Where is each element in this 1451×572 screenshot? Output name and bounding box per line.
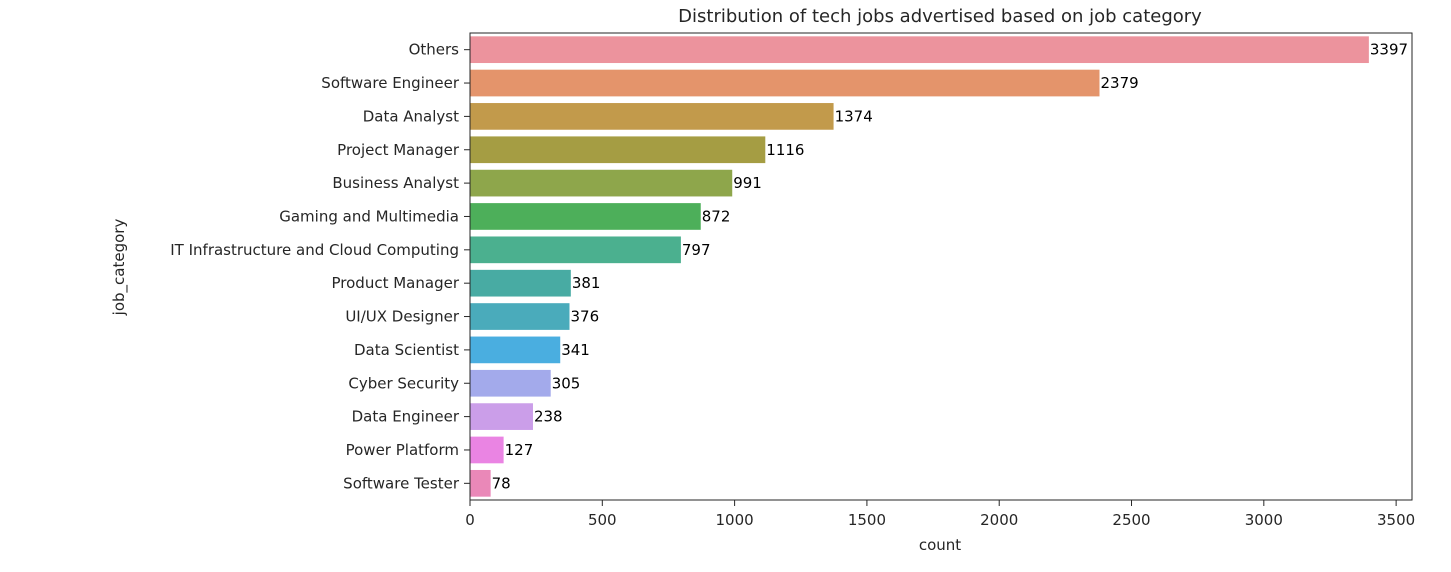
- y-tick-label: Business Analyst: [332, 174, 459, 192]
- y-axis-title: job_category: [110, 219, 129, 317]
- bar: [470, 269, 571, 297]
- bar-value-label: 381: [572, 274, 601, 292]
- bar: [470, 336, 561, 364]
- bar-value-label: 341: [561, 341, 590, 359]
- bar-value-label: 3397: [1370, 41, 1408, 59]
- y-tick-label: Cyber Security: [348, 374, 459, 392]
- bar-value-label: 376: [570, 308, 599, 326]
- y-tick-label: Others: [409, 41, 460, 59]
- bar: [470, 69, 1100, 97]
- y-tick-label: Software Engineer: [321, 74, 460, 92]
- bar-value-label: 1116: [766, 141, 804, 159]
- y-tick-label: Software Tester: [343, 474, 460, 492]
- bar-value-label: 78: [492, 474, 511, 492]
- chart-title: Distribution of tech jobs advertised bas…: [678, 6, 1202, 27]
- bar-value-label: 797: [682, 241, 711, 259]
- y-tick-label: Data Analyst: [363, 107, 459, 125]
- bar-value-label: 2379: [1101, 74, 1139, 92]
- x-tick-label: 1000: [716, 511, 754, 529]
- y-tick-label: UI/UX Designer: [345, 308, 459, 326]
- x-tick-label: 500: [588, 511, 617, 529]
- y-tick-label: Power Platform: [346, 441, 459, 459]
- bar: [470, 369, 551, 397]
- y-tick-label: Data Engineer: [352, 408, 460, 426]
- bar: [470, 403, 533, 430]
- bar: [470, 303, 570, 330]
- x-axis-title: count: [919, 536, 961, 554]
- bar: [470, 103, 834, 130]
- y-tick-label: IT Infrastructure and Cloud Computing: [170, 241, 459, 259]
- y-tick-label: Data Scientist: [354, 341, 459, 359]
- bar-value-label: 872: [702, 207, 731, 225]
- bar-value-label: 1374: [835, 107, 873, 125]
- plot-frame: [469, 32, 1413, 501]
- bar: [470, 169, 733, 197]
- x-tick-label: 2000: [980, 511, 1018, 529]
- bar: [470, 36, 1369, 64]
- plot-area: 3397 Others 2379 Software Engineer 1374 Data …: [170, 32, 1415, 529]
- x-tick-label: 1500: [848, 511, 886, 529]
- bar: [470, 203, 701, 230]
- bar-value-label: 991: [733, 174, 762, 192]
- y-tick-label: Gaming and Multimedia: [279, 207, 459, 225]
- x-tick-label: 3000: [1245, 511, 1283, 529]
- x-tick-label: 3500: [1377, 511, 1415, 529]
- bar-value-label: 238: [534, 408, 563, 426]
- y-tick-label: Project Manager: [337, 141, 460, 159]
- x-tick-label: 2500: [1112, 511, 1150, 529]
- y-tick-label: Product Manager: [332, 274, 460, 292]
- bar: [470, 469, 491, 497]
- x-tick-label: 0: [465, 511, 475, 529]
- bar-value-label: 127: [505, 441, 534, 459]
- bar: [470, 136, 766, 164]
- bar: [470, 436, 504, 464]
- bar: [470, 236, 681, 264]
- bar-value-label: 305: [552, 374, 581, 392]
